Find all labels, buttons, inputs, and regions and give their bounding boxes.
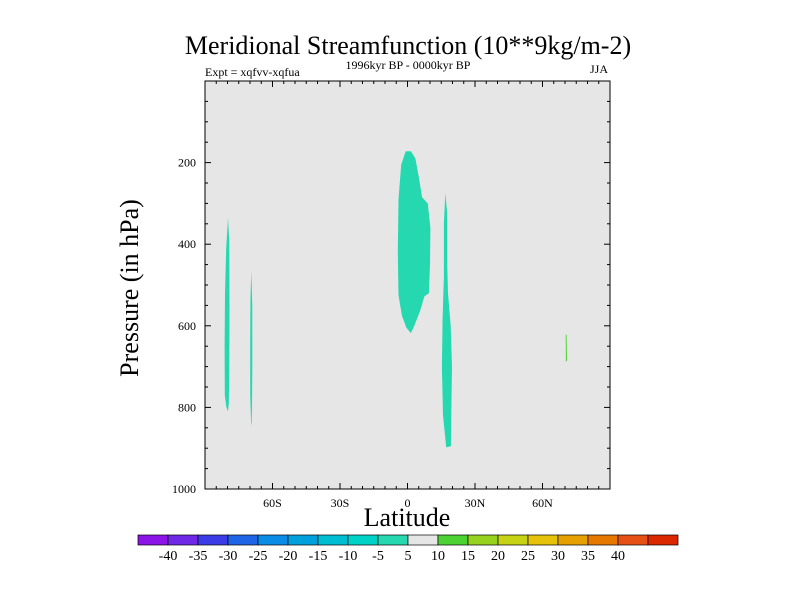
colorbar-swatch	[557, 534, 589, 546]
chart-title: Meridional Streamfunction (10**9kg/m-2)	[185, 31, 631, 60]
colorbar-label: 30	[551, 549, 565, 564]
colorbar-swatch	[257, 534, 289, 546]
colorbar-label: -10	[339, 549, 358, 564]
colorbar-label: 20	[491, 549, 505, 564]
colorbar-swatch	[437, 534, 469, 546]
contour-regions	[224, 151, 567, 448]
subtitle-left: Expt = xqfvv-xqfua	[205, 65, 300, 79]
subtitle-center: 1996kyr BP - 0000kyr BP	[346, 58, 471, 72]
x-tick-label: 30N	[465, 496, 486, 510]
colorbar-label: -25	[249, 549, 268, 564]
axis-ticks: 60S 30S 0 30N 60N 200 400 600 800 1000	[172, 80, 611, 510]
colorbar-swatch	[407, 534, 439, 546]
subtitle-right: JJA	[590, 62, 608, 76]
colorbar-swatch	[347, 534, 379, 546]
colorbar-swatch	[227, 534, 259, 546]
colorbar: -40 -35 -30 -25 -20 -15 -10 -5 5 10 15 20 25 30 35 40	[137, 534, 679, 564]
colorbar-label: -15	[309, 549, 328, 564]
colorbar-swatch	[527, 534, 559, 546]
region-80s	[224, 217, 230, 412]
colorbar-label: -40	[159, 549, 178, 564]
colorbar-swatch	[587, 534, 619, 546]
x-tick-label: 60S	[263, 496, 282, 510]
colorbar-label: -35	[189, 549, 208, 564]
colorbar-swatch	[137, 534, 169, 546]
region-15n	[441, 193, 452, 448]
colorbar-swatch	[287, 534, 319, 546]
colorbar-swatch	[617, 534, 649, 546]
colorbar-label: 15	[461, 549, 475, 564]
colorbar-swatch	[647, 534, 679, 546]
y-axis-label: Pressure (in hPa)	[115, 199, 144, 377]
colorbar-label: -30	[219, 549, 238, 564]
colorbar-label: 35	[581, 549, 595, 564]
region-eq	[397, 151, 431, 334]
colorbar-label: -20	[279, 549, 298, 564]
colorbar-label: 10	[431, 549, 445, 564]
colorbar-swatch	[497, 534, 529, 546]
colorbar-label: 40	[611, 549, 625, 564]
colorbar-label: 5	[405, 549, 412, 564]
colorbar-label: -5	[372, 549, 384, 564]
y-tick-label: 400	[178, 237, 196, 251]
y-tick-label: 800	[178, 400, 196, 414]
y-tick-label: 200	[178, 156, 196, 170]
colorbar-label: 25	[521, 549, 535, 564]
y-tick-label: 600	[178, 319, 196, 333]
colorbar-swatch	[467, 534, 499, 546]
region-70s	[250, 270, 253, 426]
colorbar-swatch	[167, 534, 199, 546]
x-tick-label: 60N	[532, 496, 553, 510]
colorbar-swatch	[377, 534, 409, 546]
colorbar-swatch	[317, 534, 349, 546]
x-axis-label: Latitude	[364, 503, 451, 532]
colorbar-swatch	[197, 534, 229, 546]
x-tick-label: 30S	[331, 496, 350, 510]
x-tick-label: 0	[405, 496, 411, 510]
y-tick-label: 1000	[172, 482, 196, 496]
region-70n	[565, 334, 567, 362]
